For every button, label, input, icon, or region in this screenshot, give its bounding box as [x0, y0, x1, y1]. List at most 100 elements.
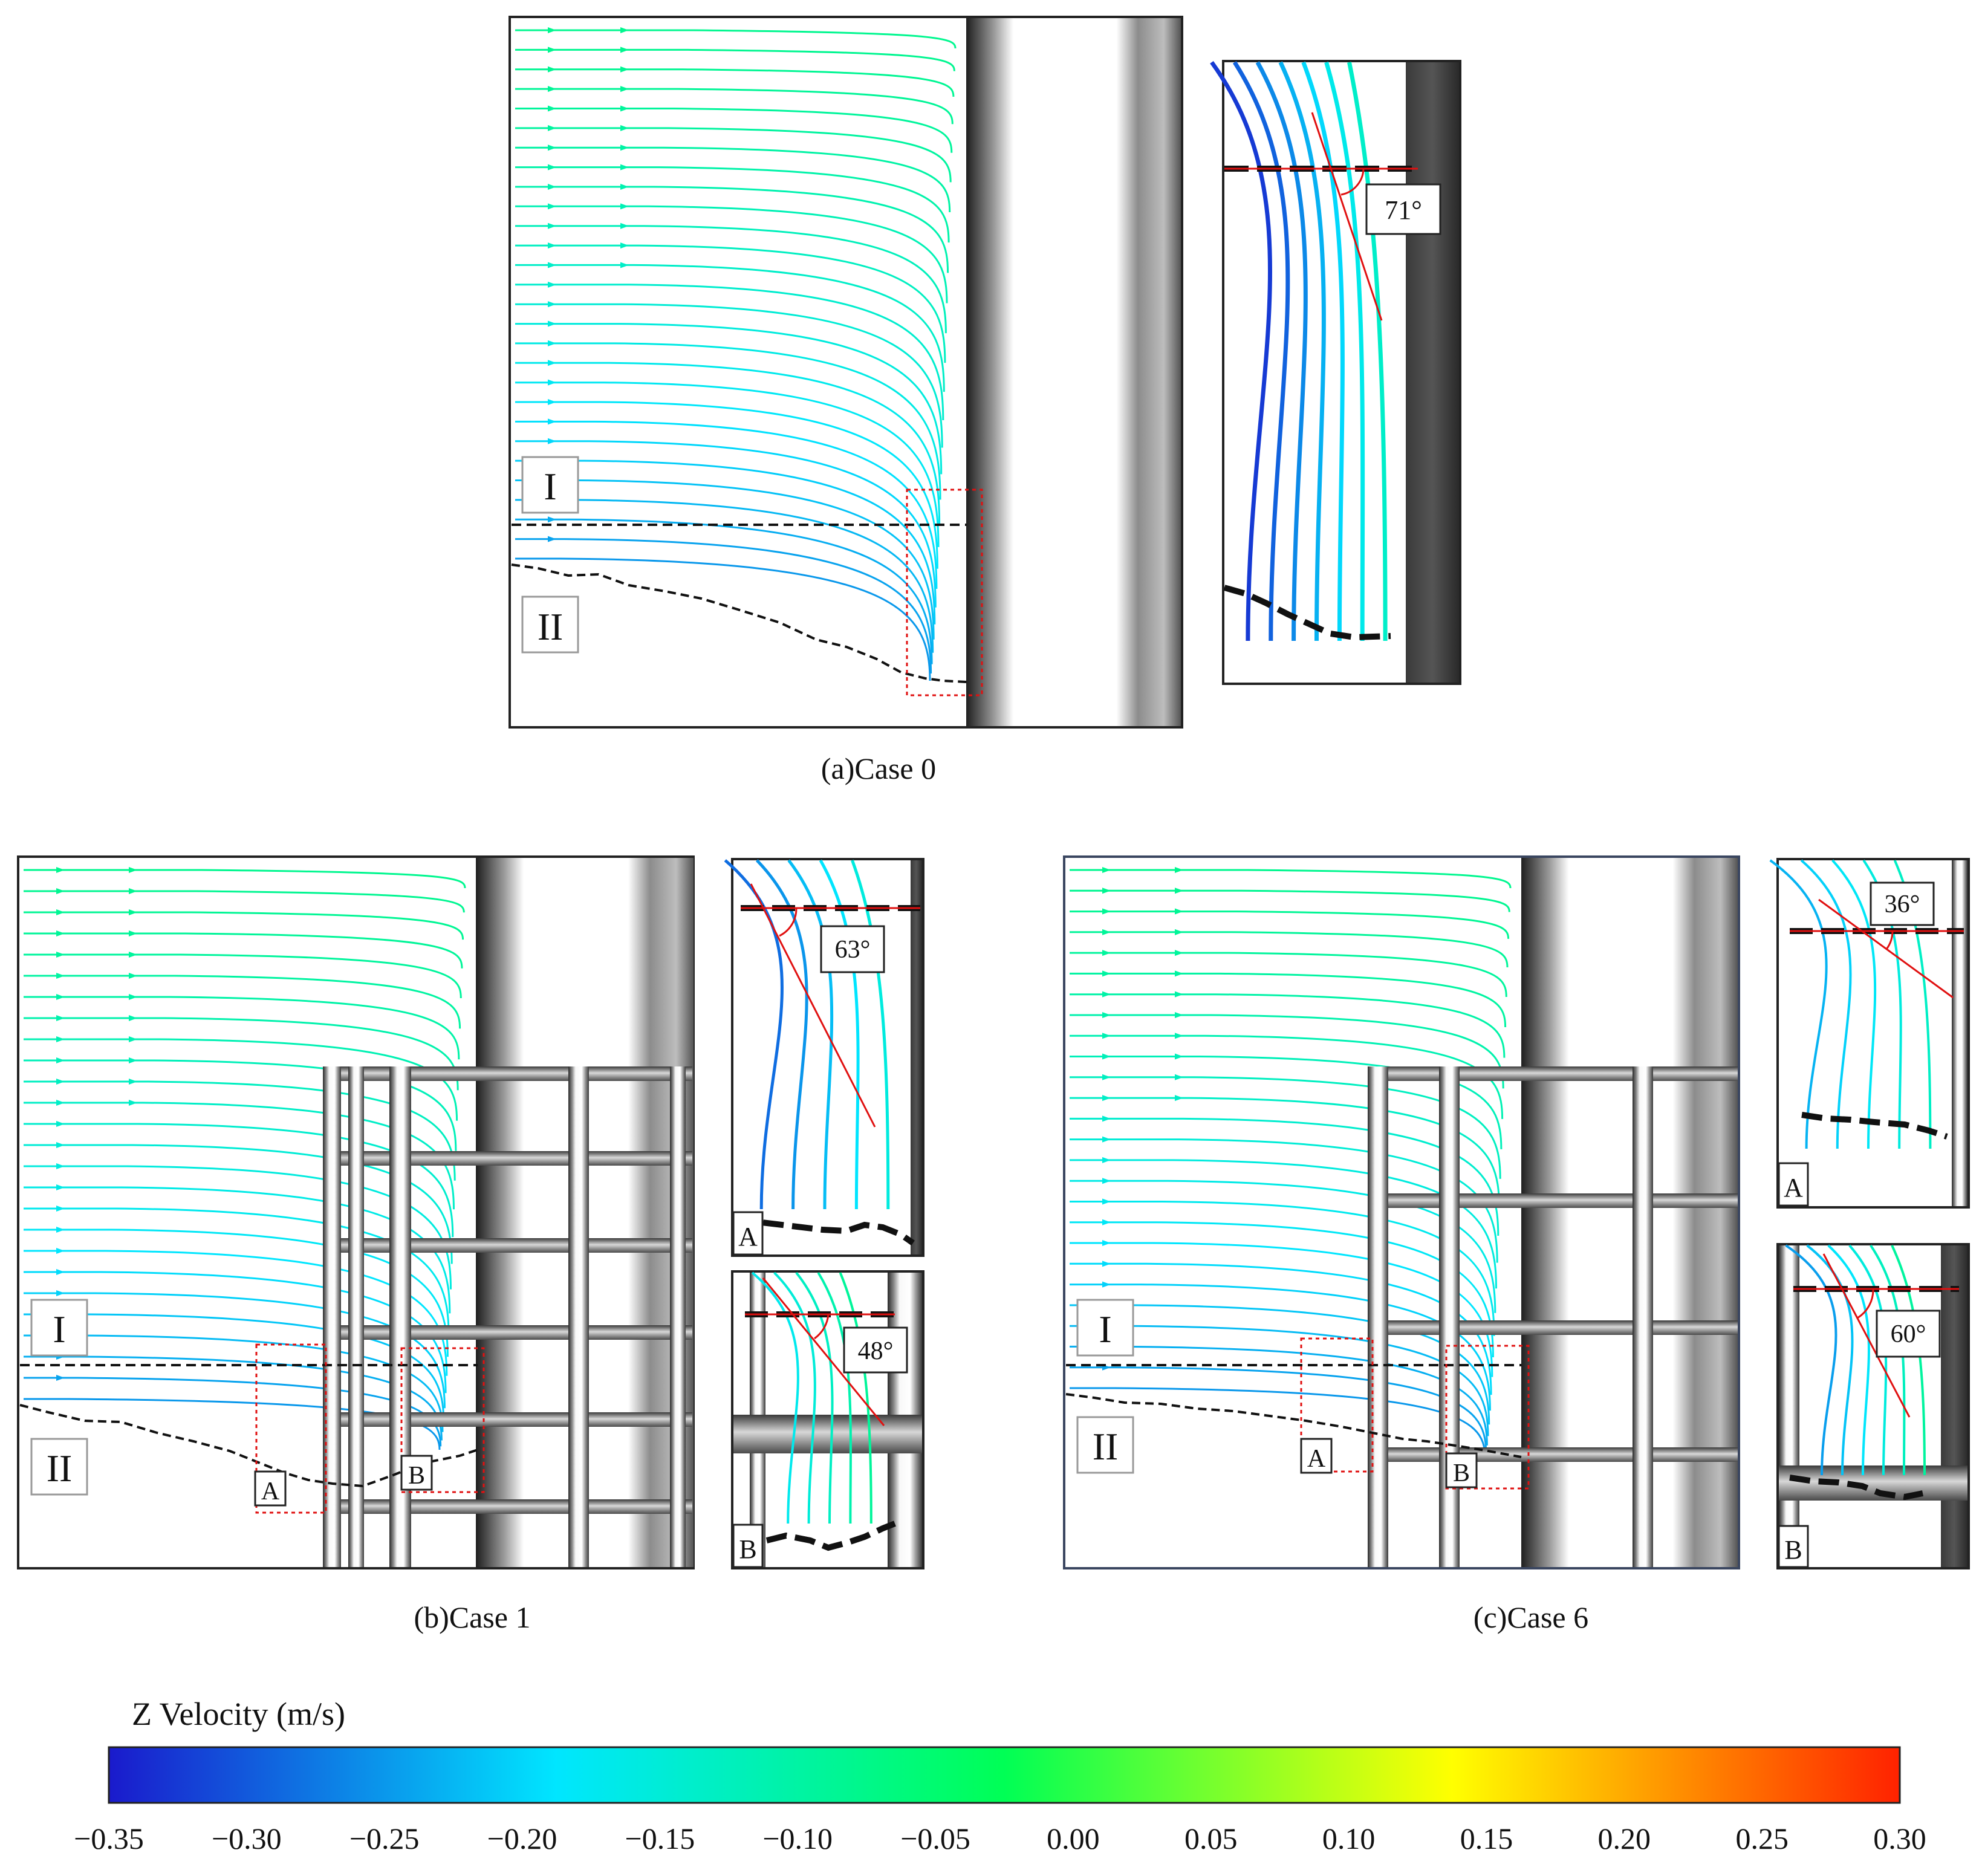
- panel-a-streamline: [515, 459, 936, 625]
- panel-a-streamline: [515, 284, 944, 421]
- panel-a-arrowhead: [548, 281, 556, 288]
- panel-b-inset-a: 63° A: [724, 858, 924, 1257]
- panel-c-inset-a: 36° A: [1769, 858, 1970, 1209]
- panel-c-arrowhead: [1175, 1053, 1183, 1060]
- panel-c-streamline: [1070, 972, 1507, 1028]
- panel-c-streamline: [1070, 889, 1510, 912]
- panel-b-zoom-box-b: [400, 1347, 485, 1493]
- panel-c-inset-a-streamline: [1800, 859, 1852, 1149]
- panel-a-streamline: [515, 205, 948, 303]
- panel-b-arrowhead: [129, 930, 137, 936]
- panel-c-inset-b-angle: 60°: [1891, 1320, 1926, 1348]
- panel-c-inset-b-bed-line: [1789, 1475, 1923, 1501]
- panel-b-vertical-member: [568, 1066, 589, 1567]
- panel-b-streamline: [24, 1334, 444, 1432]
- panel-a-arrowhead: [548, 516, 556, 523]
- panel-b-inset-b-bed-line: [765, 1521, 896, 1551]
- panel-a-arrowhead: [548, 438, 556, 444]
- panel-c-arrowhead: [1102, 1178, 1111, 1184]
- panel-a-streamline: [515, 557, 931, 681]
- colorbar-tick-label: −0.10: [762, 1822, 833, 1855]
- panel-b-horizontal-member: [323, 1499, 692, 1514]
- panel-a-streamline: [515, 342, 941, 500]
- colorbar-tick-label: 0.20: [1598, 1822, 1651, 1855]
- panel-c-inset-a-arc: [1885, 930, 1894, 950]
- panel-a-arrowhead: [548, 203, 556, 210]
- panel-c-horizontal-member: [1368, 1320, 1738, 1335]
- panel-a-arrowhead: [620, 183, 629, 190]
- colorbar-tick-label: −0.15: [625, 1822, 695, 1855]
- panel-b-arrowhead: [129, 909, 137, 915]
- panel-b-inset-b-streamlines: [751, 1271, 872, 1524]
- panel-b-inset-b-label: B: [739, 1534, 756, 1564]
- colorbar-tick-label: 0.05: [1184, 1822, 1238, 1855]
- panel-a-arrowhead: [620, 222, 629, 229]
- panel-a-arrowhead: [548, 164, 556, 170]
- panel-a-arrowhead: [548, 399, 556, 406]
- panel-a-arrowhead: [620, 125, 629, 131]
- panel-c-horizontal-member: [1368, 1066, 1738, 1081]
- panel-c-arrowhead: [1175, 908, 1183, 915]
- panel-c-arrowhead: [1102, 1115, 1111, 1122]
- panel-c-horizontal-member: [1368, 1193, 1738, 1208]
- panel-b-horizontal-member: [323, 1325, 692, 1340]
- panel-b-inset-a-streamline: [787, 859, 834, 1210]
- panel-c-streamline: [1070, 1325, 1489, 1436]
- panel-b-arrowhead: [56, 1269, 65, 1275]
- panel-b-streamline: [24, 1271, 447, 1394]
- panel-c-arrowhead: [1102, 950, 1111, 956]
- panel-a-inset-streamline: [1324, 62, 1365, 641]
- panel-c-lattice: [1368, 1066, 1738, 1567]
- panel-b-inset-a-angle-box: [820, 925, 885, 973]
- panel-a-streamline: [515, 499, 934, 653]
- panel-b-arrowhead: [56, 1290, 65, 1296]
- panel-c-region-ii-box: [1076, 1416, 1134, 1474]
- panel-a-streamline: [515, 362, 941, 524]
- panel-c-streamline: [1070, 1284, 1491, 1411]
- colorbar-gradient: [108, 1746, 1901, 1804]
- panel-b-region-i-label: I: [53, 1308, 65, 1351]
- panel-b-streamline: [24, 975, 461, 1029]
- panel-c-vertical-member: [1633, 1066, 1653, 1567]
- panel-a-arrowhead: [548, 301, 556, 308]
- panel-a-region-i-label: I: [544, 465, 556, 508]
- panel-b-arrowhead: [56, 1248, 65, 1254]
- colorbar-tick-label: 0.00: [1047, 1822, 1100, 1855]
- panel-a-arrowhead: [548, 320, 556, 327]
- panel-c-inset-b: 60° B: [1776, 1243, 1970, 1569]
- panel-c-arrowhead: [1102, 1053, 1111, 1060]
- panel-c-box-b-label: B: [1453, 1459, 1470, 1487]
- panel-a-inset: 71°: [1210, 60, 1461, 685]
- panel-c-inset-a-angle-box: [1870, 881, 1935, 926]
- panel-a-streamline: [515, 440, 937, 608]
- panel-a-streamline: [515, 381, 940, 547]
- panel-c-vertical-member: [1368, 1066, 1388, 1567]
- panel-b-inset-a-bed-line: [734, 1215, 915, 1246]
- panel-c-streamline: [1070, 1366, 1487, 1453]
- panel-a-zoom-box: [906, 488, 983, 696]
- panel-c-box-b-tag: [1445, 1452, 1478, 1488]
- panel-b-caption: (b)Case 1: [414, 1600, 531, 1634]
- panel-c-zoom-box-b: [1445, 1345, 1530, 1490]
- panel-a-streamlines: [515, 27, 957, 681]
- colorbar-tick-label: 0.15: [1460, 1822, 1513, 1855]
- panel-c-arrowhead: [1102, 1011, 1111, 1018]
- panel-c-box-a-tag: [1300, 1438, 1333, 1474]
- panel-a-streamline: [515, 108, 953, 153]
- panel-b-inset-a-angle: 63°: [835, 936, 871, 964]
- colorbar: Z Velocity (m/s) −0.35 −0.30 −0.25 −0.20 −0.…: [74, 1696, 1926, 1855]
- panel-b-streamline: [24, 1313, 445, 1421]
- panel-a-inset-angle-box: [1365, 183, 1441, 235]
- panel-b-streamline: [24, 996, 460, 1060]
- panel-b-arrowhead: [56, 1036, 65, 1042]
- colorbar-tick-label: −0.30: [212, 1822, 282, 1855]
- panel-b-arrowhead: [56, 1206, 65, 1212]
- panel-a-inset-streamline: [1255, 61, 1308, 641]
- panel-b-inset-b-arc: [814, 1314, 830, 1340]
- panel-a-arrowhead: [548, 27, 556, 33]
- panel-b-arrowhead: [129, 1100, 137, 1106]
- panel-a-arrowhead: [548, 418, 556, 425]
- panel-a-inset-streamline: [1232, 61, 1290, 641]
- panel-a-streamline: [515, 264, 945, 392]
- panel-a-arrowhead: [548, 222, 556, 229]
